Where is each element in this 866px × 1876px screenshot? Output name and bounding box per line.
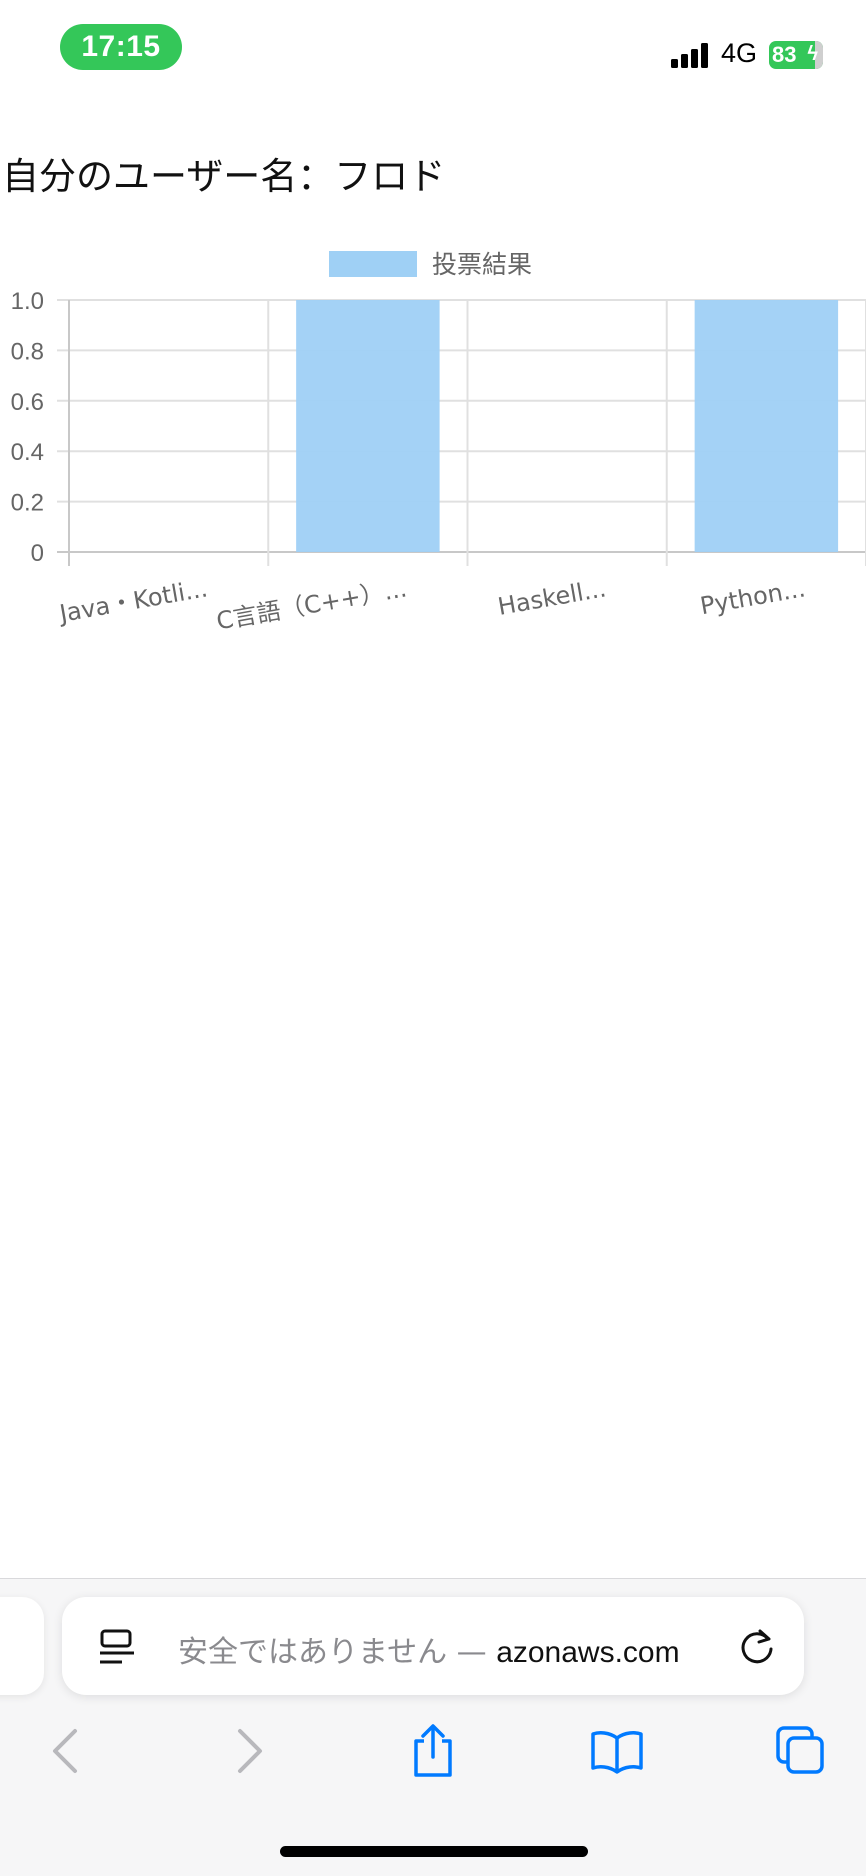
reload-icon[interactable] [738, 1627, 776, 1665]
insecure-label: 安全ではありません — [178, 1635, 497, 1670]
y-tick-label: 0 [31, 540, 44, 567]
bar-chart-svg: 投票結果 1.0 0.8 0.6 0.4 0.2 0 Java・Kotli... C言語（C++… [11, 250, 866, 635]
y-tick-label: 0.2 [11, 490, 44, 517]
nav-row [0, 1719, 866, 1799]
status-time[interactable]: 17:15 [60, 24, 182, 70]
status-bar: 17:15 4G 83 ϟ [0, 0, 866, 100]
y-tick-label: 0.4 [11, 439, 44, 466]
back-button[interactable] [33, 1719, 97, 1783]
bookmarks-icon [591, 1731, 643, 1774]
y-tick-label: 1.0 [11, 288, 44, 315]
reader-view-icon[interactable] [100, 1629, 134, 1665]
x-tick-label: Haskell... [496, 574, 608, 621]
charging-battery-icon: 83 ϟ [769, 41, 823, 69]
address-bar[interactable]: 安全ではありません — azonaws.com [62, 1597, 804, 1695]
bolt-icon: ϟ [807, 43, 818, 65]
username-label: 自分のユーザー名：フロド [2, 155, 446, 198]
share-button[interactable] [401, 1719, 465, 1783]
browser-toolbar: 安全ではありません — azonaws.com [0, 1578, 866, 1876]
forward-button[interactable] [218, 1719, 282, 1783]
y-tick-label: 0.8 [11, 338, 44, 365]
url-domain: azonaws.com [496, 1636, 680, 1669]
previous-tab-preview[interactable] [0, 1597, 44, 1695]
vote-results-chart: 投票結果 1.0 0.8 0.6 0.4 0.2 0 Java・Kotli... C言語（C++… [0, 230, 866, 660]
bar [296, 300, 440, 552]
x-tick-label: Python... [698, 574, 807, 620]
network-type: 4G [721, 38, 758, 68]
cellular-signal-icon [671, 42, 711, 68]
tabs-button[interactable] [769, 1719, 833, 1783]
legend-label: 投票結果 [432, 250, 532, 279]
tabs-icon [776, 1726, 824, 1774]
share-icon [414, 1724, 452, 1777]
back-icon [53, 1729, 77, 1773]
url-text[interactable]: 安全ではありません — azonaws.com [178, 1627, 726, 1671]
y-tick-label: 0.6 [11, 389, 44, 416]
legend-swatch [329, 251, 417, 277]
x-tick-label: C言語（C++）... [214, 574, 409, 635]
home-indicator[interactable] [280, 1846, 588, 1857]
bookmarks-button[interactable] [585, 1719, 649, 1783]
battery-level: 83 [772, 42, 797, 67]
forward-icon [238, 1729, 262, 1773]
bar [694, 300, 839, 552]
x-tick-label: Java・Kotli... [56, 574, 210, 628]
